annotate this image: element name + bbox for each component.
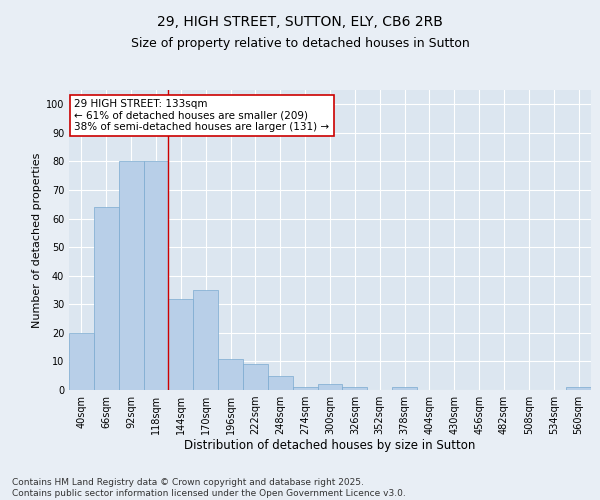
Bar [169,298,193,390]
Bar [317,384,343,390]
Bar [243,364,268,390]
Bar [69,333,94,390]
Text: 29 HIGH STREET: 133sqm
← 61% of detached houses are smaller (209)
38% of semi-de: 29 HIGH STREET: 133sqm ← 61% of detached… [74,99,329,132]
Bar [392,387,417,390]
Bar [293,387,317,390]
Text: 29, HIGH STREET, SUTTON, ELY, CB6 2RB: 29, HIGH STREET, SUTTON, ELY, CB6 2RB [157,15,443,29]
Bar [343,387,367,390]
Bar [218,358,243,390]
Text: Contains HM Land Registry data © Crown copyright and database right 2025.
Contai: Contains HM Land Registry data © Crown c… [12,478,406,498]
Bar [143,162,169,390]
Bar [193,290,218,390]
Y-axis label: Number of detached properties: Number of detached properties [32,152,41,328]
Bar [268,376,293,390]
Bar [94,207,119,390]
X-axis label: Distribution of detached houses by size in Sutton: Distribution of detached houses by size … [184,438,476,452]
Bar [566,387,591,390]
Bar [119,162,143,390]
Text: Size of property relative to detached houses in Sutton: Size of property relative to detached ho… [131,38,469,51]
